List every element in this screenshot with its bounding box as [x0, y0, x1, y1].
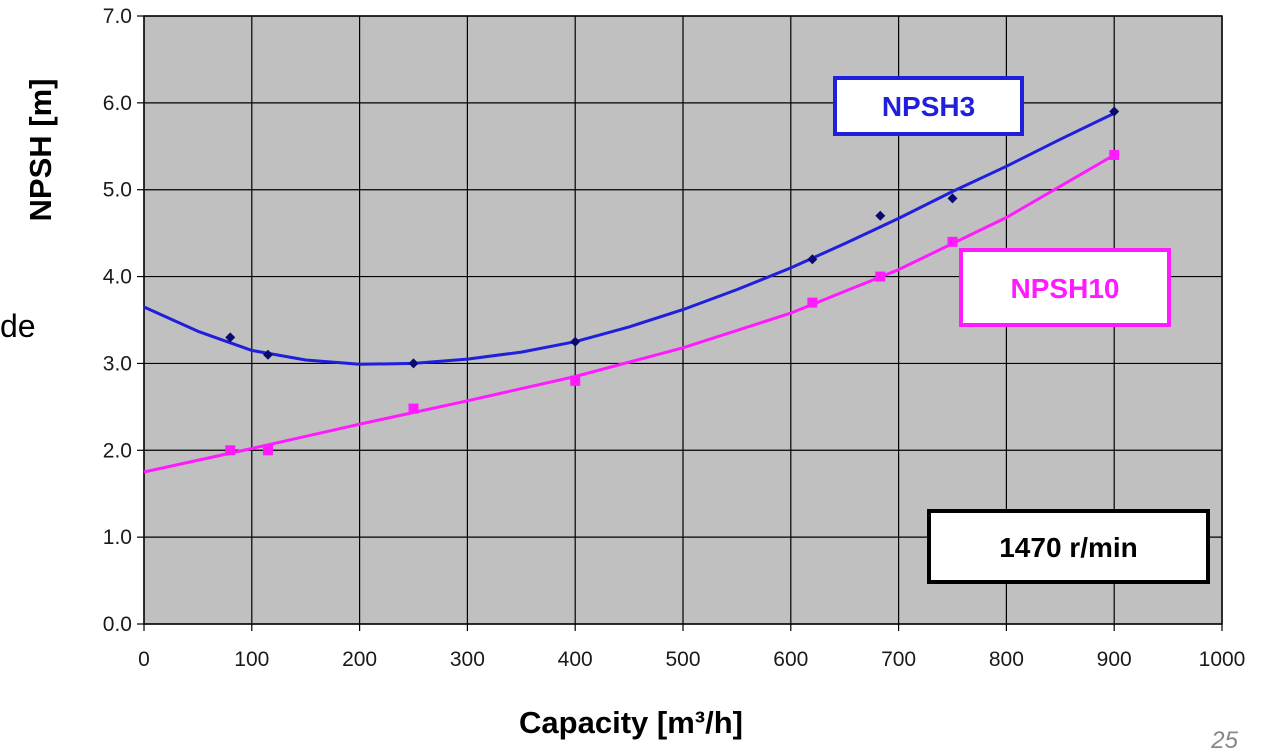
npsh10-label-box: NPSH10 — [959, 248, 1171, 327]
y-axis-title: NPSH [m] — [23, 79, 58, 222]
npsh3-points — [225, 106, 1120, 369]
x-axis-title: Capacity [m³/h] — [519, 705, 743, 740]
npsh3-point — [408, 358, 419, 369]
x-tick-label: 200 — [342, 648, 377, 671]
x-tick-label: 600 — [773, 648, 808, 671]
x-tick-label: 100 — [234, 648, 269, 671]
npsh3-trendline — [143, 111, 1115, 366]
x-tick-label: 500 — [665, 648, 700, 671]
npsh10-point — [947, 236, 958, 247]
cut-off-text: de — [0, 308, 36, 344]
npsh3-label-box: NPSH3 — [833, 76, 1024, 136]
npsh10-point — [807, 297, 818, 308]
npsh10-point — [262, 445, 273, 456]
x-tick-label: 1000 — [1199, 648, 1246, 671]
npsh10-point — [1109, 149, 1120, 160]
y-tick-label: 5.0 — [103, 179, 132, 202]
x-tick-label: 400 — [558, 648, 593, 671]
y-tick-label: 6.0 — [103, 92, 132, 115]
npsh10-point — [875, 271, 886, 282]
npsh3-point — [262, 349, 273, 360]
y-tick-label: 0.0 — [103, 613, 132, 636]
npsh3-point — [807, 254, 818, 265]
y-tick-label: 1.0 — [103, 526, 132, 549]
npsh3-point — [570, 336, 581, 347]
npsh3-point — [225, 332, 236, 343]
page-number: 25 — [1210, 727, 1238, 752]
npsh10-point — [570, 375, 581, 386]
x-tick-label: 800 — [989, 648, 1024, 671]
npsh3-point — [947, 193, 958, 204]
speed-label: 1470 r/min — [999, 532, 1138, 563]
y-tick-labels: 0.0 1.0 2.0 3.0 4.0 5.0 6.0 7.0 — [103, 5, 144, 636]
speed-label-box: 1470 r/min — [927, 509, 1210, 584]
npsh10-label: NPSH10 — [1011, 273, 1120, 304]
npsh10-point — [225, 445, 236, 456]
npsh3-label: NPSH3 — [882, 91, 975, 122]
x-tick-label: 300 — [450, 648, 485, 671]
npsh3-point — [875, 210, 886, 221]
x-tick-label: 700 — [881, 648, 916, 671]
npsh3-trend-line — [143, 111, 1115, 366]
x-tick-label: 0 — [138, 648, 150, 671]
y-tick-label: 7.0 — [103, 5, 132, 28]
x-tick-labels: 0 100 200 300 400 500 600 700 800 900 1000 — [138, 624, 1245, 671]
y-tick-label: 3.0 — [103, 352, 132, 375]
npsh10-points — [225, 149, 1120, 456]
y-tick-label: 4.0 — [103, 266, 132, 289]
npsh3-point — [1109, 106, 1120, 117]
y-tick-label: 2.0 — [103, 439, 132, 462]
x-tick-label: 900 — [1097, 648, 1132, 671]
npsh10-point — [408, 403, 419, 414]
